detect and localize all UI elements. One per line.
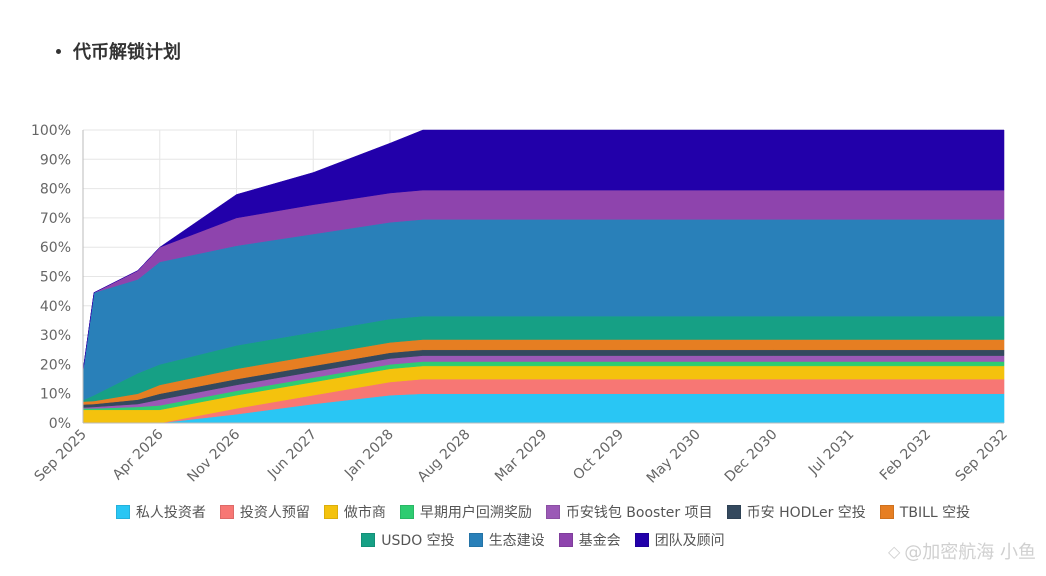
legend-label: TBILL 空投 xyxy=(899,505,971,521)
x-tick-label: May 2030 xyxy=(644,427,704,487)
legend-item[interactable]: 团队及顾问 xyxy=(634,530,725,550)
x-tick-label: Sep 2025 xyxy=(32,427,90,485)
legend-label: USDO 空投 xyxy=(381,533,455,549)
y-tick-label: 70% xyxy=(40,211,71,227)
legend-swatch xyxy=(399,505,414,519)
diamond-logo-icon: ◇ xyxy=(887,541,901,561)
legend-swatch xyxy=(634,533,649,547)
page-title: 代币解锁计划 xyxy=(73,42,181,63)
y-tick-label: 80% xyxy=(40,182,71,198)
legend-swatch xyxy=(361,533,376,547)
x-tick-label: Jan 2028 xyxy=(341,427,397,483)
x-tick-label: Feb 2032 xyxy=(877,427,934,484)
legend-item[interactable]: USDO 空投 xyxy=(361,530,455,550)
legend-swatch xyxy=(115,505,130,519)
watermark-text: @加密航海 小鱼 xyxy=(904,542,1036,563)
legend-label: 私人投资者 xyxy=(135,505,206,521)
legend-item[interactable]: 基金会 xyxy=(558,530,621,550)
legend-label: 币安钱包 Booster 项目 xyxy=(565,505,713,521)
y-tick-label: 100% xyxy=(31,123,71,139)
section-heading: 代币解锁计划 xyxy=(56,38,181,64)
x-tick-label: Nov 2026 xyxy=(184,426,243,485)
x-tick-label: Dec 2030 xyxy=(722,427,781,486)
area-series-10 xyxy=(82,129,1005,371)
legend-item[interactable]: 投资人预留 xyxy=(219,502,310,522)
y-tick-label: 10% xyxy=(40,387,71,403)
legend-label: 早期用户回溯奖励 xyxy=(419,505,532,521)
legend-item[interactable]: 私人投资者 xyxy=(115,502,206,522)
legend-item[interactable]: TBILL 空投 xyxy=(879,502,971,522)
x-tick-label: Sep 2032 xyxy=(953,427,1011,485)
y-tick-label: 0% xyxy=(49,416,71,432)
x-tick-label: Aug 2028 xyxy=(415,427,474,486)
x-tick-label: Jun 2027 xyxy=(264,427,320,483)
legend-label: 做市商 xyxy=(343,505,386,521)
legend-label: 基金会 xyxy=(578,533,621,549)
legend-label: 团队及顾问 xyxy=(654,533,725,549)
legend-row-1: 私人投资者 投资人预留 做市商 早期用户回溯奖励 币安钱包 Booster 项目 币安 H… xyxy=(40,502,1046,522)
y-tick-label: 40% xyxy=(40,299,71,315)
legend-swatch xyxy=(558,533,573,547)
legend-swatch xyxy=(545,505,560,519)
legend-swatch xyxy=(468,533,483,547)
legend-item[interactable]: 做市商 xyxy=(323,502,386,522)
legend-label: 生态建设 xyxy=(488,533,545,549)
legend-row-2: USDO 空投 生态建设 基金会 团队及顾问 xyxy=(40,530,1046,550)
legend-swatch xyxy=(323,505,338,519)
y-tick-label: 20% xyxy=(40,357,71,373)
legend-swatch xyxy=(726,505,741,519)
legend-swatch xyxy=(219,505,234,519)
x-tick-label: Oct 2029 xyxy=(570,427,627,484)
bullet-icon xyxy=(56,48,61,54)
watermark: ◇ @加密航海 小鱼 xyxy=(888,538,1036,564)
legend-label: 投资人预留 xyxy=(239,505,310,521)
legend-item[interactable]: 币安钱包 Booster 项目 xyxy=(545,502,713,522)
unlock-chart: 0% 10% 20% 30% 40% 50% 60% 70% 80% 90% 100% Sep 202… xyxy=(31,123,1011,487)
x-tick-label: Apr 2026 xyxy=(110,426,167,483)
legend-swatch xyxy=(879,505,894,519)
y-tick-label: 30% xyxy=(40,328,71,344)
legend-item[interactable]: 币安 HODLer 空投 xyxy=(726,502,866,522)
legend-item[interactable]: 生态建设 xyxy=(468,530,545,550)
y-tick-label: 60% xyxy=(40,240,71,256)
y-tick-label: 50% xyxy=(40,270,71,286)
x-tick-label: Jul 2031 xyxy=(805,427,857,479)
legend-label: 币安 HODLer 空投 xyxy=(746,505,866,521)
y-tick-label: 90% xyxy=(40,152,71,168)
legend-item[interactable]: 早期用户回溯奖励 xyxy=(399,502,532,522)
x-tick-label: Mar 2029 xyxy=(492,427,550,485)
